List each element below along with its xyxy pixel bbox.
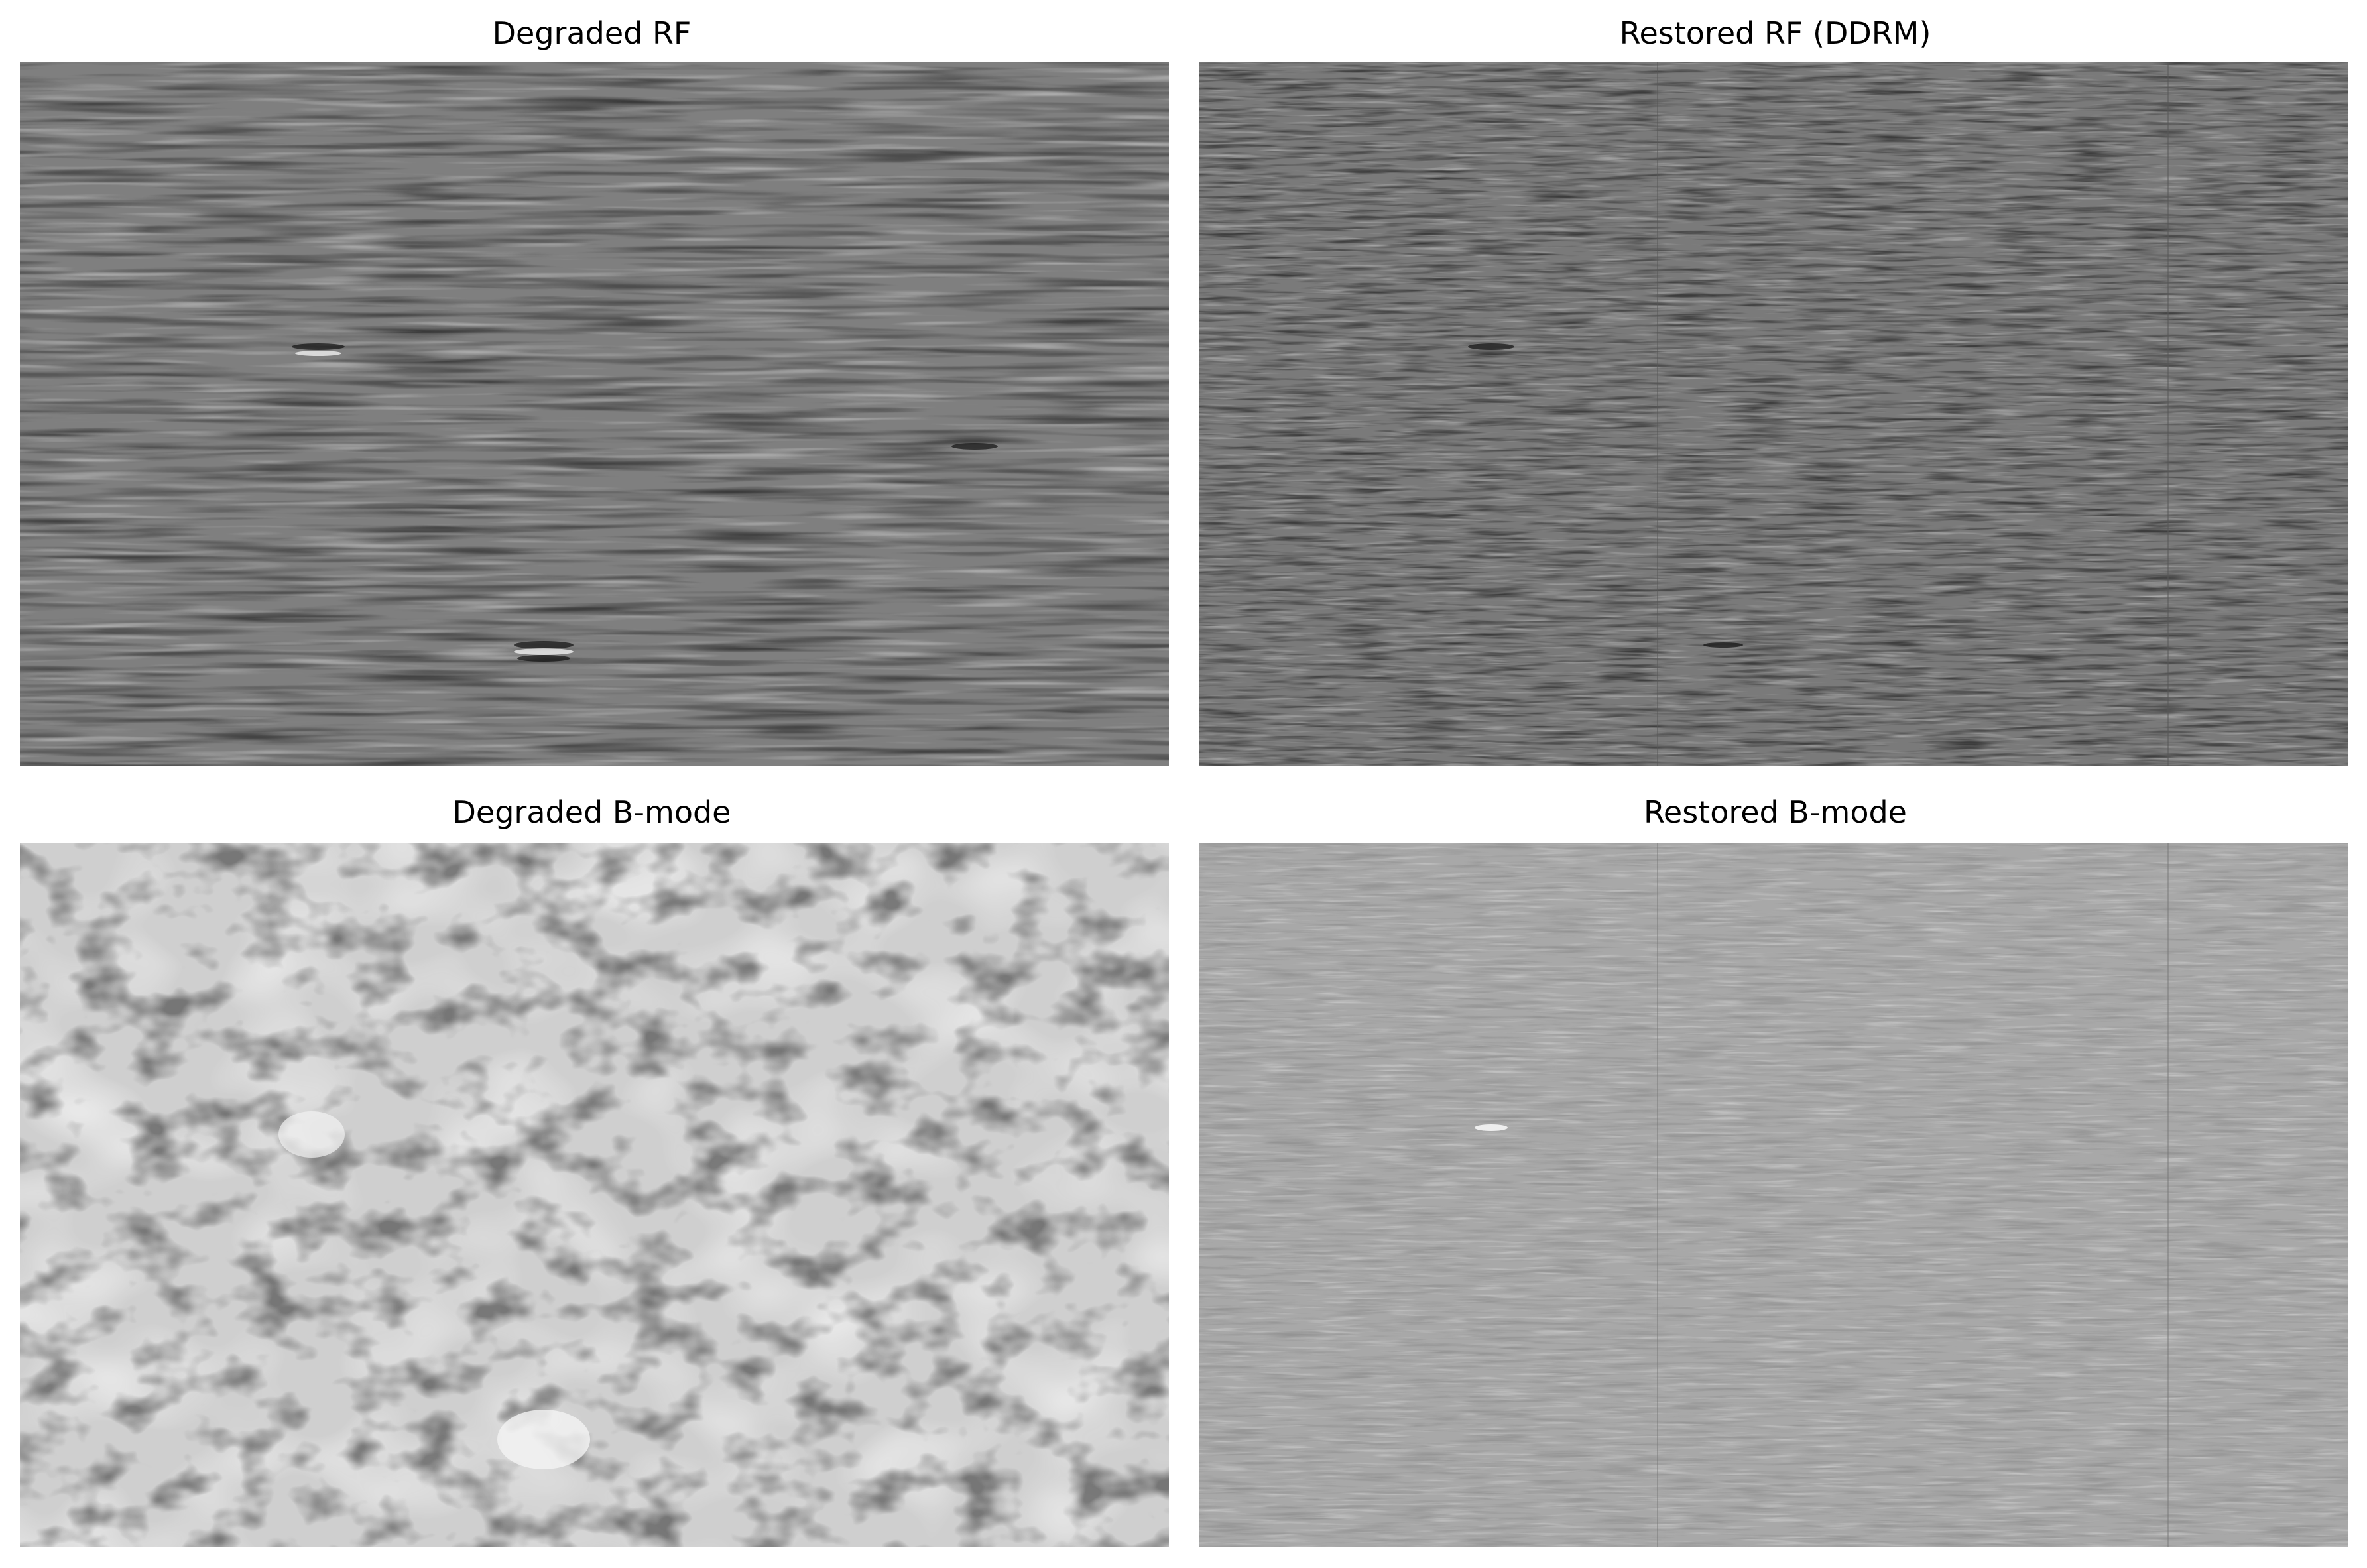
restored-bmode-image [1199, 843, 2348, 1547]
panel-title: Degraded RF [492, 15, 692, 51]
panel-title: Degraded B-mode [452, 794, 731, 830]
panel-degraded-rf: Degraded RF [0, 0, 1184, 782]
degraded-bmode-image [20, 843, 1169, 1547]
restored-rf-image [1199, 62, 2348, 766]
panel-restored-bmode: Restored B-mode [1184, 782, 2367, 1568]
panel-title: Restored B-mode [1644, 794, 1907, 830]
degraded-rf-image [20, 62, 1169, 766]
panel-title: Restored RF (DDRM) [1619, 15, 1931, 51]
panel-restored-rf: Restored RF (DDRM) [1184, 0, 2367, 782]
panel-degraded-bmode: Degraded B-mode [0, 782, 1184, 1568]
